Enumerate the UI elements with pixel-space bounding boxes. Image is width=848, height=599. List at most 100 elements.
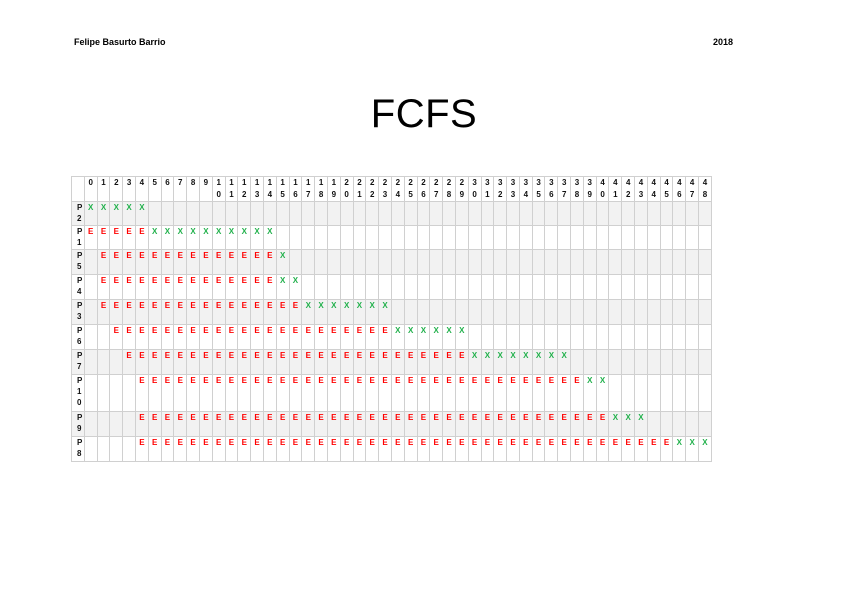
wait-cell: E	[595, 411, 610, 437]
wait-cell: E	[429, 374, 444, 412]
wait-cell: E	[224, 274, 239, 300]
wait-cell: E	[224, 374, 239, 412]
empty-cell	[672, 299, 687, 325]
wait-cell: E	[122, 249, 136, 275]
empty-cell	[506, 324, 520, 350]
wait-cell: E	[109, 249, 124, 275]
wait-cell: E	[109, 225, 124, 250]
wait-cell: E	[122, 324, 136, 350]
wait-cell: E	[250, 436, 264, 462]
wait-cell: E	[262, 324, 277, 350]
wait-cell: E	[109, 299, 124, 325]
empty-cell	[83, 274, 98, 300]
empty-cell	[608, 225, 623, 250]
wait-cell: E	[480, 411, 495, 437]
empty-cell	[595, 324, 610, 350]
empty-cell	[109, 411, 124, 437]
wait-cell: E	[211, 324, 226, 350]
empty-cell	[301, 274, 316, 300]
wait-cell: E	[378, 324, 392, 350]
empty-cell	[698, 249, 712, 275]
wait-cell: E	[326, 324, 341, 350]
empty-cell	[646, 249, 661, 275]
empty-cell	[352, 201, 367, 226]
wait-cell: E	[224, 299, 239, 325]
empty-cell	[685, 274, 700, 300]
execute-cell: X	[288, 274, 303, 300]
execute-cell: X	[429, 324, 444, 350]
wait-cell: E	[416, 436, 431, 462]
table-corner	[71, 176, 85, 202]
wait-cell: E	[365, 411, 380, 437]
wait-cell: E	[365, 324, 380, 350]
empty-cell	[634, 349, 648, 375]
empty-cell	[621, 201, 636, 226]
wait-cell: E	[454, 374, 469, 412]
wait-cell: E	[467, 411, 482, 437]
wait-cell: E	[122, 274, 136, 300]
wait-cell: E	[634, 436, 648, 462]
execute-cell: X	[378, 299, 392, 325]
empty-cell	[595, 201, 610, 226]
wait-cell: E	[160, 374, 175, 412]
wait-cell: E	[326, 349, 341, 375]
wait-cell: E	[186, 411, 200, 437]
time-header-5: 5	[147, 176, 162, 202]
empty-cell	[557, 299, 572, 325]
empty-cell	[493, 225, 508, 250]
wait-cell: E	[262, 436, 277, 462]
empty-cell	[698, 225, 712, 250]
empty-cell	[570, 225, 584, 250]
empty-cell	[378, 225, 392, 250]
empty-cell	[531, 324, 546, 350]
wait-cell: E	[198, 349, 213, 375]
empty-cell	[685, 299, 700, 325]
wait-cell: E	[147, 436, 162, 462]
time-header-2: 2	[109, 176, 124, 202]
empty-cell	[608, 374, 623, 412]
wait-cell: E	[237, 249, 252, 275]
wait-cell: E	[570, 436, 584, 462]
empty-cell	[595, 225, 610, 250]
empty-cell	[608, 299, 623, 325]
wait-cell: E	[237, 436, 252, 462]
empty-cell	[659, 349, 674, 375]
empty-cell	[672, 225, 687, 250]
wait-cell: E	[352, 324, 367, 350]
empty-cell	[122, 411, 136, 437]
wait-cell: E	[301, 374, 316, 412]
author-name: Felipe Basurto Barrio	[74, 37, 166, 47]
empty-cell	[582, 225, 597, 250]
wait-cell: E	[442, 374, 456, 412]
wait-cell: E	[403, 436, 418, 462]
wait-cell: E	[621, 436, 636, 462]
wait-cell: E	[301, 349, 316, 375]
empty-cell	[96, 374, 111, 412]
execute-cell: X	[416, 324, 431, 350]
empty-cell	[531, 225, 546, 250]
wait-cell: E	[531, 436, 546, 462]
empty-cell	[685, 324, 700, 350]
empty-cell	[339, 274, 354, 300]
wait-cell: E	[493, 411, 508, 437]
empty-cell	[326, 225, 341, 250]
empty-cell	[570, 299, 584, 325]
wait-cell: E	[83, 225, 98, 250]
wait-cell: E	[224, 411, 239, 437]
wait-cell: E	[275, 374, 290, 412]
